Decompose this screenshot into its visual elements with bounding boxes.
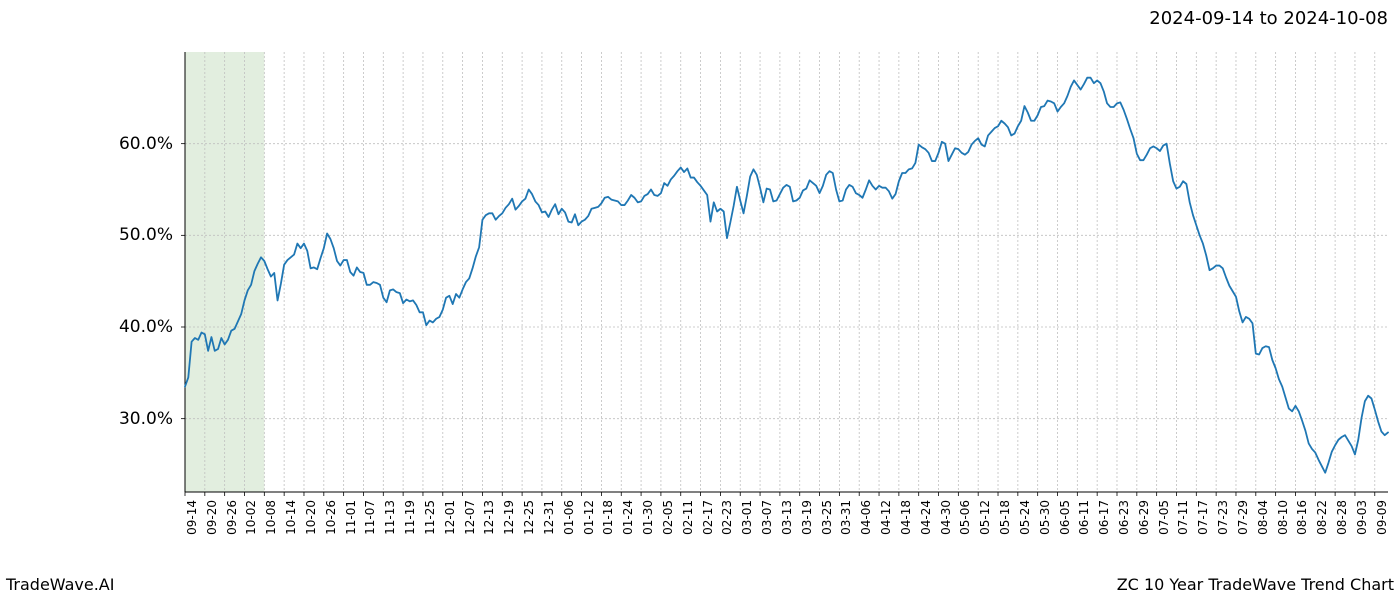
ytick-label: 30.0%	[103, 409, 173, 429]
xtick-label: 09-20	[205, 500, 219, 540]
xtick-label: 10-26	[324, 500, 338, 540]
xtick-label: 07-23	[1216, 500, 1230, 540]
xtick-label: 07-29	[1236, 500, 1250, 540]
xtick-label: 03-13	[780, 500, 794, 540]
xtick-label: 10-02	[244, 500, 258, 540]
xtick-label: 06-05	[1058, 500, 1072, 540]
xtick-label: 06-29	[1137, 500, 1151, 540]
xtick-label: 01-24	[621, 500, 635, 540]
xtick-label: 09-09	[1375, 500, 1389, 540]
xtick-label: 09-03	[1355, 500, 1369, 540]
xtick-label: 12-31	[542, 500, 556, 540]
xtick-label: 12-19	[502, 500, 516, 540]
xtick-label: 02-05	[661, 500, 675, 540]
xtick-label: 09-26	[225, 500, 239, 540]
xtick-label: 04-06	[859, 500, 873, 540]
ytick-label: 60.0%	[103, 134, 173, 154]
xtick-label: 08-22	[1315, 500, 1329, 540]
xtick-label: 12-01	[443, 500, 457, 540]
xtick-label: 08-16	[1295, 500, 1309, 540]
ytick-label: 40.0%	[103, 317, 173, 337]
xtick-label: 05-12	[978, 500, 992, 540]
xtick-label: 05-06	[958, 500, 972, 540]
xtick-label: 04-30	[939, 500, 953, 540]
xtick-label: 02-17	[701, 500, 715, 540]
xtick-label: 11-01	[344, 500, 358, 540]
xtick-label: 08-28	[1335, 500, 1349, 540]
xtick-label: 06-23	[1117, 500, 1131, 540]
xtick-label: 07-11	[1176, 500, 1190, 540]
xtick-label: 04-24	[919, 500, 933, 540]
xtick-label: 10-20	[304, 500, 318, 540]
xtick-label: 12-25	[522, 500, 536, 540]
xtick-label: 05-18	[998, 500, 1012, 540]
xtick-label: 11-13	[383, 500, 397, 540]
xtick-label: 11-19	[403, 500, 417, 540]
xtick-label: 03-25	[820, 500, 834, 540]
ytick-label: 50.0%	[103, 225, 173, 245]
xtick-label: 06-17	[1097, 500, 1111, 540]
xtick-label: 03-01	[740, 500, 754, 540]
xtick-label: 02-23	[720, 500, 734, 540]
xtick-label: 04-18	[899, 500, 913, 540]
xtick-label: 08-10	[1276, 500, 1290, 540]
xtick-label: 06-11	[1077, 500, 1091, 540]
xtick-label: 02-11	[681, 500, 695, 540]
xtick-label: 01-18	[601, 500, 615, 540]
xtick-label: 01-30	[641, 500, 655, 540]
xtick-label: 11-07	[363, 500, 377, 540]
xtick-label: 01-12	[582, 500, 596, 540]
xtick-label: 05-30	[1038, 500, 1052, 540]
xtick-label: 04-12	[879, 500, 893, 540]
xtick-label: 08-04	[1256, 500, 1270, 540]
xtick-label: 12-13	[482, 500, 496, 540]
xtick-label: 09-14	[185, 500, 199, 540]
xtick-label: 07-17	[1196, 500, 1210, 540]
xtick-label: 10-08	[264, 500, 278, 540]
xtick-label: 05-24	[1018, 500, 1032, 540]
xtick-label: 12-07	[463, 500, 477, 540]
xtick-label: 11-25	[423, 500, 437, 540]
xtick-label: 03-19	[800, 500, 814, 540]
xtick-label: 03-07	[760, 500, 774, 540]
xtick-label: 03-31	[839, 500, 853, 540]
xtick-label: 01-06	[562, 500, 576, 540]
xtick-label: 10-14	[284, 500, 298, 540]
xtick-label: 07-05	[1157, 500, 1171, 540]
